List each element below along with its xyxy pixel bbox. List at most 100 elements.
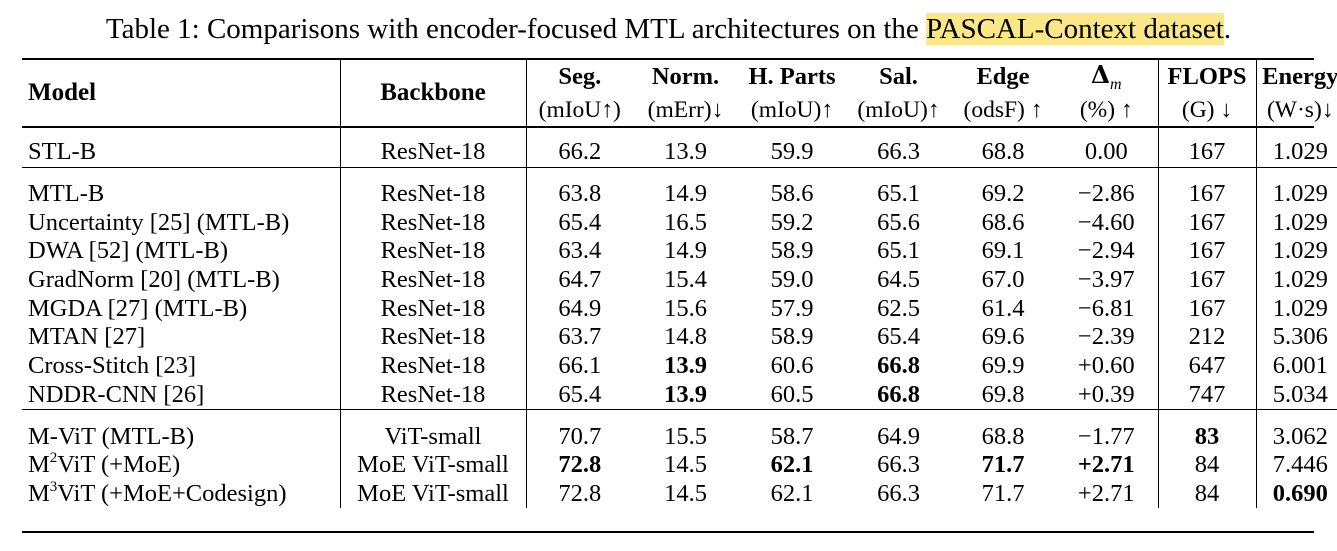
edge-value: 69.9	[981, 352, 1025, 380]
flops-value: 167	[1157, 265, 1256, 295]
backbone-name: ResNet-18	[339, 179, 526, 209]
header-flops-unit: (G) ↓	[1157, 94, 1256, 126]
sal-value: 66.8	[877, 380, 920, 408]
energy-value: 0.690	[1255, 479, 1337, 509]
table-row: M2ViT (+MoE) MoE ViT-small 72.8 14.5 62.1 66.…	[22, 451, 1337, 480]
backbone-name: ViT-small	[339, 422, 526, 451]
delta-value: −2.39	[1077, 323, 1135, 351]
backbone-name: ResNet-18	[339, 237, 526, 266]
delta-value: −4.60	[1077, 208, 1135, 236]
header-norm: Norm.	[651, 63, 720, 90]
hparts-value: 59.2	[770, 208, 814, 236]
sal-value: 62.5	[877, 294, 920, 322]
edge-value: 68.8	[981, 138, 1025, 166]
delta-value: −2.94	[1077, 237, 1135, 265]
edge-value: 69.1	[981, 237, 1025, 265]
hparts-value: 59.0	[770, 266, 814, 294]
model-name: NDDR-CNN [26]	[28, 380, 205, 408]
backbone-name: ResNet-18	[339, 208, 526, 238]
caption-text: Table 1: Comparisons with encoder-focuse…	[105, 13, 927, 45]
sal-value: 66.8	[877, 352, 920, 380]
table-row: MGDA [27] (MTL-B) ResNet-18 64.9 15.6 57.9 62…	[22, 294, 1337, 324]
header-seg: Seg.	[525, 60, 633, 94]
group-gap	[22, 126, 1337, 138]
delta-value: 0.00	[1084, 138, 1128, 166]
header-energy-unit: (W·s)↓	[1255, 94, 1337, 126]
header-hparts: H. Parts	[748, 63, 836, 90]
delta-value: +0.39	[1077, 380, 1135, 408]
hparts-value: 60.5	[770, 380, 814, 408]
seg-value: 64.7	[525, 265, 633, 295]
seg-value: 72.8	[525, 479, 633, 509]
energy-value: 1.029	[1255, 208, 1337, 238]
norm-value: 15.4	[664, 266, 707, 294]
flops-value: 212	[1157, 323, 1256, 352]
header-model: Model	[28, 79, 97, 106]
sal-value: 66.3	[877, 138, 920, 166]
seg-value: 70.7	[525, 422, 633, 451]
backbone-name: ResNet-18	[339, 380, 526, 410]
sal-value: 65.1	[877, 237, 920, 265]
sal-value: 66.3	[877, 451, 920, 479]
edge-value: 68.6	[981, 208, 1025, 236]
seg-value: 63.7	[525, 323, 633, 352]
norm-value: 14.9	[664, 237, 707, 265]
delta-value: +2.71	[1077, 479, 1135, 507]
model-name: MTAN [27]	[28, 323, 146, 351]
header-seg-unit: (mIoU↑)	[525, 94, 633, 126]
table-row: STL-B ResNet-18 66.2 13.9 59.9 66.3 68.8 0.00 16…	[22, 138, 1337, 168]
norm-value: 15.6	[664, 294, 707, 322]
model-name: M-ViT (MTL-B)	[28, 422, 195, 450]
sal-value: 64.5	[877, 266, 920, 294]
delta-value: +0.60	[1077, 352, 1135, 380]
delta-symbol: Δ	[1090, 60, 1110, 89]
energy-value: 7.446	[1255, 450, 1337, 480]
flops-value: 167	[1157, 208, 1256, 238]
model-name: Cross-Stitch [23]	[28, 352, 197, 380]
model-name: MGDA [27] (MTL-B)	[28, 294, 248, 322]
flops-value: 167	[1157, 138, 1256, 168]
bottom-rule	[22, 531, 1314, 533]
model-name-superscript: 2	[49, 450, 58, 467]
energy-value: 1.029	[1255, 138, 1337, 168]
backbone-name: MoE ViT-small	[339, 450, 526, 480]
energy-value: 3.062	[1255, 422, 1337, 451]
hparts-value: 60.6	[770, 352, 814, 380]
model-name: STL-B	[28, 138, 97, 166]
header-delta-unit: (%) ↑	[1079, 96, 1133, 123]
model-name: M2ViT (+MoE)	[22, 451, 340, 480]
flops-value: 167	[1157, 294, 1256, 324]
seg-value: 63.4	[525, 237, 633, 266]
caption-end: .	[1223, 13, 1232, 45]
table-row: NDDR-CNN [26] ResNet-18 65.4 13.9 60.5 66.8 69…	[22, 380, 1337, 410]
model-name-rest: ViT (+MoE)	[57, 451, 181, 479]
hparts-value: 58.6	[770, 180, 814, 208]
norm-value: 13.9	[664, 352, 707, 380]
edge-value: 68.8	[981, 422, 1025, 450]
norm-value: 14.9	[664, 180, 707, 208]
delta-value: +2.71	[1077, 451, 1135, 479]
model-name: M3ViT (+MoE+Codesign)	[22, 479, 340, 509]
energy-value: 1.029	[1255, 294, 1337, 324]
sal-value: 64.9	[877, 422, 920, 450]
seg-value: 66.1	[525, 351, 633, 381]
table-row: MTAN [27] ResNet-18 63.7 14.8 58.9 65.4 69.6 −2…	[22, 323, 1337, 352]
model-name: Uncertainty [25] (MTL-B)	[28, 208, 290, 236]
flops-value: 83	[1157, 422, 1256, 451]
norm-value: 15.5	[664, 422, 707, 450]
backbone-name: ResNet-18	[339, 351, 526, 381]
top-rule	[22, 58, 1314, 60]
edge-value: 71.7	[981, 479, 1025, 507]
model-name-prefix: M	[28, 479, 50, 507]
backbone-name: ResNet-18	[339, 138, 526, 168]
sal-value: 65.1	[877, 180, 920, 208]
delta-value: −1.77	[1077, 422, 1135, 450]
model-name: DWA [52] (MTL-B)	[28, 237, 229, 265]
edge-value: 61.4	[981, 294, 1025, 322]
backbone-name: ResNet-18	[339, 265, 526, 295]
flops-value: 167	[1157, 179, 1256, 209]
header-energy: Energy	[1255, 60, 1337, 94]
energy-value: 1.029	[1255, 265, 1337, 295]
hparts-value: 58.9	[770, 237, 814, 265]
